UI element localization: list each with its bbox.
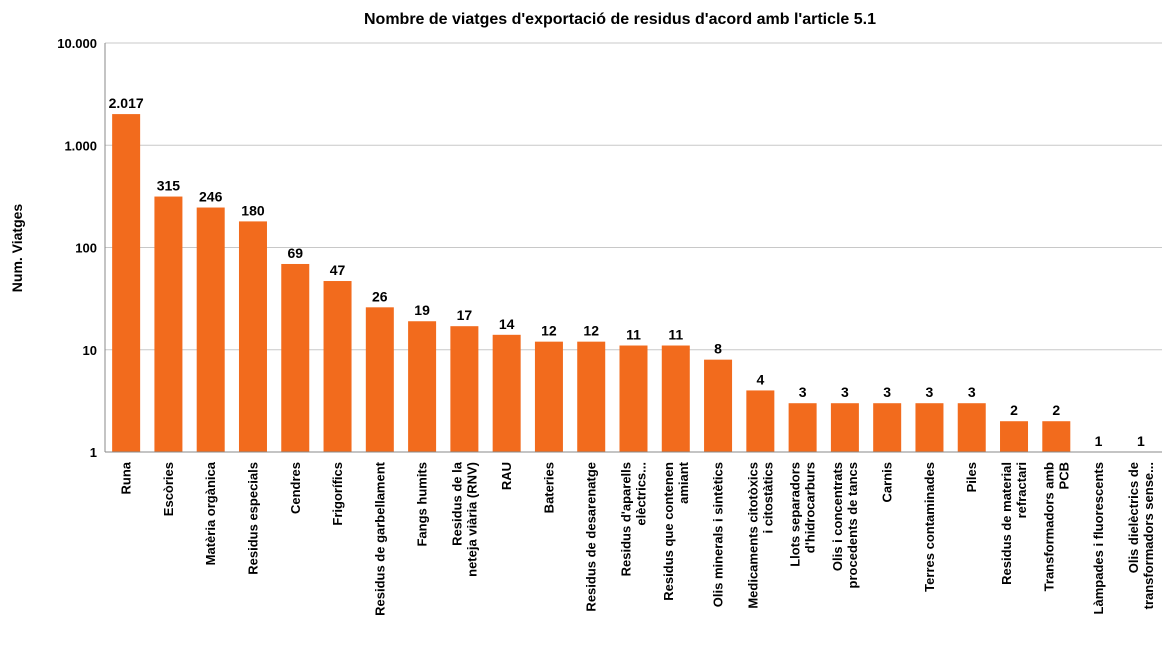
value-label: 14 xyxy=(499,316,515,332)
x-tick-label: Transformadors ambPCB xyxy=(1041,462,1071,591)
bar xyxy=(915,403,944,452)
value-label: 12 xyxy=(583,323,599,339)
value-label: 11 xyxy=(668,327,683,343)
x-tick-label: Residus que contenenamiant xyxy=(661,461,691,600)
bar xyxy=(619,345,648,452)
bar xyxy=(154,196,183,452)
chart-title: Nombre de viatges d'exportació de residu… xyxy=(364,11,876,28)
value-label: 2 xyxy=(1052,402,1060,418)
bar xyxy=(365,307,394,452)
value-label: 47 xyxy=(330,262,346,278)
value-label: 3 xyxy=(799,384,807,400)
x-tick-label: Olis dielèctrics detransformadors sense.… xyxy=(1126,462,1156,609)
value-label: 246 xyxy=(199,189,223,205)
bar xyxy=(788,403,817,452)
y-axis-label: Num. Viatges xyxy=(9,204,25,293)
bar xyxy=(112,114,141,453)
bar xyxy=(238,221,267,452)
bar xyxy=(577,341,606,452)
x-tick-label: Olis minerals i sintètics xyxy=(711,462,726,607)
bar xyxy=(534,341,563,452)
x-tick-label: Piles xyxy=(964,462,979,492)
y-tick-label: 10 xyxy=(83,343,97,358)
x-tick-label: Bateries xyxy=(541,462,556,513)
bar xyxy=(661,345,690,452)
value-label: 180 xyxy=(241,202,265,218)
bar xyxy=(196,207,225,452)
value-label: 19 xyxy=(414,302,430,318)
bar xyxy=(873,403,902,452)
value-label: 11 xyxy=(626,327,641,343)
value-label: 12 xyxy=(541,323,557,339)
value-label: 315 xyxy=(157,178,181,194)
x-tick-label: Llots separadorsd'hidrocarburs xyxy=(788,462,818,567)
y-tick-label: 100 xyxy=(75,241,97,256)
bar xyxy=(957,403,986,452)
value-label: 4 xyxy=(756,371,764,387)
x-tick-label: Residus de materialrefractari xyxy=(999,462,1029,585)
x-tick-label: Residus de laneteja viària (RNV) xyxy=(449,461,479,577)
value-label: 26 xyxy=(372,288,388,304)
bar xyxy=(281,263,310,452)
bar xyxy=(1000,421,1029,452)
bar xyxy=(492,334,521,452)
bar xyxy=(408,321,437,452)
bar xyxy=(1042,421,1071,452)
x-tick-label: Matèria orgànica xyxy=(203,461,218,565)
bar xyxy=(746,390,775,452)
x-tick-label: Terres contaminades xyxy=(922,462,937,592)
value-label: 1 xyxy=(1095,433,1103,449)
x-tick-label: RAU xyxy=(499,462,514,490)
x-tick-label: Olis i concentratsprocedents de tancs xyxy=(830,462,860,588)
x-tick-label: Carnis xyxy=(880,462,895,502)
x-tick-label: Residus d'aparellselèctrics... xyxy=(619,462,649,576)
y-tick-label: 1.000 xyxy=(64,138,97,153)
x-tick-label: Escòries xyxy=(161,462,176,516)
bar xyxy=(450,326,479,452)
x-tick-label: Runa xyxy=(119,461,134,494)
y-tick-label: 10.000 xyxy=(57,36,97,51)
value-label: 17 xyxy=(457,307,473,323)
bar xyxy=(704,359,733,452)
value-label: 2 xyxy=(1010,402,1018,418)
y-tick-label: 1 xyxy=(90,445,97,460)
x-tick-label: Làmpades i fluorescents xyxy=(1091,462,1106,614)
x-tick-label: Residus de garbellament xyxy=(372,461,387,616)
x-tick-label: Frigorífics xyxy=(330,462,345,526)
bar xyxy=(830,403,859,452)
value-label: 2.017 xyxy=(109,95,144,111)
value-label: 3 xyxy=(841,384,849,400)
x-tick-label: Cendres xyxy=(288,462,303,514)
value-label: 3 xyxy=(883,384,891,400)
x-tick-label: Medicaments citotòxicsi citostàtics xyxy=(745,462,775,609)
x-tick-label: Residus especials xyxy=(245,462,260,575)
bar xyxy=(323,281,352,452)
x-tick-label: Residus de desarenatge xyxy=(584,462,599,612)
value-label: 69 xyxy=(287,245,303,261)
x-tick-label: Fangs humits xyxy=(415,462,430,547)
value-label: 3 xyxy=(926,384,934,400)
value-label: 1 xyxy=(1137,433,1145,449)
value-label: 3 xyxy=(968,384,976,400)
value-label: 8 xyxy=(714,341,722,357)
